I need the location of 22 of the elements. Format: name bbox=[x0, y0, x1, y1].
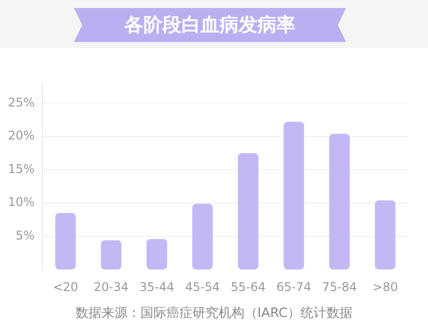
bar bbox=[329, 134, 350, 270]
bar bbox=[100, 240, 122, 270]
y-tick-label: 15% bbox=[8, 162, 35, 176]
x-tick-label: 65-74 bbox=[276, 280, 312, 294]
bar bbox=[284, 122, 304, 270]
x-tick-label: 20-34 bbox=[94, 280, 129, 294]
x-tick-label: 35-44 bbox=[139, 280, 174, 294]
bar bbox=[238, 153, 258, 270]
bar bbox=[55, 213, 76, 270]
y-tick-label: 25% bbox=[8, 95, 35, 110]
bar bbox=[192, 204, 213, 270]
x-tick-label: >80 bbox=[372, 280, 398, 294]
bar bbox=[146, 238, 168, 270]
bar bbox=[374, 200, 396, 270]
x-tick-label: <20 bbox=[52, 280, 78, 294]
x-tick-label: 75-84 bbox=[322, 280, 357, 294]
y-tick-label: 20% bbox=[8, 128, 35, 143]
y-tick-label: 10% bbox=[8, 195, 35, 210]
y-tick-label: 5% bbox=[16, 228, 35, 242]
source-note: 数据来源：国际癌症研究机构（IARC）统计数据 bbox=[74, 305, 354, 322]
x-tick-label: 45-54 bbox=[185, 280, 220, 294]
x-tick-label: 55-64 bbox=[230, 280, 266, 294]
